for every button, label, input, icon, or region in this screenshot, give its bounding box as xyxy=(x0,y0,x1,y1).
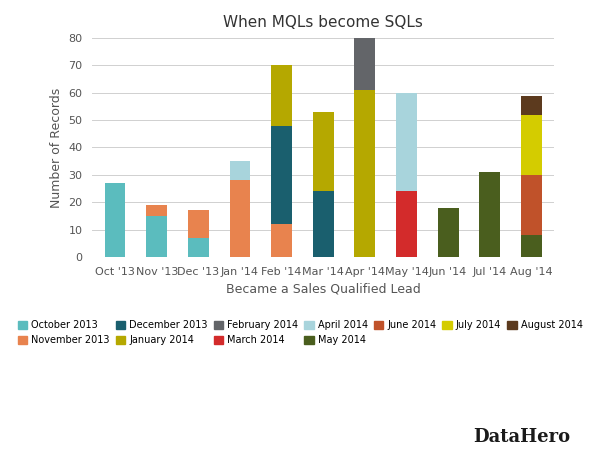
Bar xyxy=(230,161,250,180)
X-axis label: Became a Sales Qualified Lead: Became a Sales Qualified Lead xyxy=(226,282,421,295)
Bar xyxy=(146,216,167,257)
Bar xyxy=(521,235,542,257)
Bar xyxy=(438,207,458,257)
Bar xyxy=(271,126,292,224)
Title: When MQLs become SQLs: When MQLs become SQLs xyxy=(223,15,423,30)
Legend: October 2013, November 2013, December 2013, January 2014, February 2014, March 2: October 2013, November 2013, December 20… xyxy=(14,316,587,349)
Bar xyxy=(188,238,209,257)
Bar xyxy=(355,0,375,90)
Bar xyxy=(104,183,125,257)
Bar xyxy=(521,175,542,235)
Bar xyxy=(521,95,542,115)
Bar xyxy=(479,172,500,257)
Y-axis label: Number of Records: Number of Records xyxy=(50,87,63,207)
Bar xyxy=(313,191,334,257)
Text: DataHero: DataHero xyxy=(473,428,570,446)
Bar xyxy=(188,211,209,238)
Bar xyxy=(396,93,417,191)
Bar xyxy=(271,224,292,257)
Bar xyxy=(230,180,250,257)
Bar xyxy=(355,90,375,257)
Bar xyxy=(313,112,334,191)
Bar xyxy=(396,191,417,257)
Bar xyxy=(146,205,167,216)
Bar xyxy=(271,65,292,126)
Bar xyxy=(521,115,542,175)
